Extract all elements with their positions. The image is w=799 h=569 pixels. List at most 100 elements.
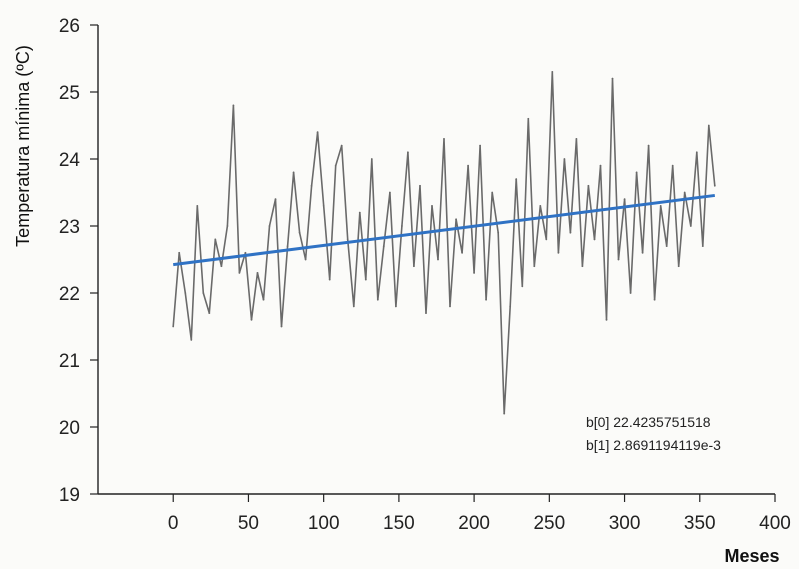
data-point xyxy=(190,339,193,341)
data-point xyxy=(443,138,445,140)
trend-line xyxy=(173,193,716,267)
x-axis-label: Meses xyxy=(724,546,779,566)
data-point xyxy=(593,238,596,241)
data-point xyxy=(653,298,656,301)
data-point xyxy=(395,305,397,308)
data-point xyxy=(340,144,343,147)
y-tick-label: 21 xyxy=(59,351,80,372)
data-point xyxy=(389,191,391,194)
data-point xyxy=(497,231,500,234)
data-point xyxy=(713,184,716,187)
series-line-temperature xyxy=(172,71,716,415)
data-point xyxy=(202,292,205,294)
data-point xyxy=(226,225,229,227)
data-point xyxy=(467,164,469,167)
data-point xyxy=(491,191,494,194)
data-point xyxy=(635,171,638,174)
data-point xyxy=(521,285,524,288)
data-point xyxy=(358,211,361,214)
data-point xyxy=(437,258,439,261)
y-tick-label: 20 xyxy=(59,418,80,439)
data-point xyxy=(346,238,349,241)
data-point xyxy=(262,298,265,301)
data-point xyxy=(425,312,427,314)
data-point xyxy=(503,412,506,415)
y-tick-label: 25 xyxy=(59,83,80,104)
x-tick-label: 300 xyxy=(609,513,641,534)
data-point xyxy=(665,245,668,248)
data-point xyxy=(449,305,451,308)
data-point xyxy=(172,325,175,328)
data-point xyxy=(557,251,560,254)
data-point xyxy=(599,164,602,167)
data-point xyxy=(208,312,211,314)
data-point xyxy=(376,298,379,301)
data-point xyxy=(659,205,662,207)
data-point xyxy=(274,198,277,201)
data-point xyxy=(683,191,686,194)
data-point xyxy=(575,138,578,140)
data-point xyxy=(364,278,367,281)
axes: 0 50 100 150 200 250 300 350 400 19 20 21 22 23 24 25 26 xyxy=(59,16,791,534)
data-point xyxy=(419,184,421,187)
data-point xyxy=(382,245,385,248)
data-point xyxy=(629,292,632,294)
y-tick-label: 19 xyxy=(59,485,80,506)
data-point xyxy=(196,205,199,207)
data-point xyxy=(707,124,710,127)
data-point xyxy=(256,272,259,274)
data-point xyxy=(551,71,554,73)
data-point xyxy=(184,292,187,294)
labels: Meses Temperatura mínima (ºC) b[0] 22.42… xyxy=(13,45,780,566)
data-point xyxy=(431,205,433,207)
data-point xyxy=(509,305,512,308)
data-point xyxy=(479,144,481,147)
data-point xyxy=(298,231,301,234)
data-point xyxy=(605,318,608,321)
data-point xyxy=(280,325,283,328)
x-tick-label: 150 xyxy=(383,513,415,534)
data-point xyxy=(485,298,487,301)
data-point xyxy=(292,171,295,174)
x-tick-label: 0 xyxy=(168,513,179,534)
data-point xyxy=(563,158,566,160)
data-point xyxy=(316,131,319,134)
data-point xyxy=(455,218,457,221)
data-point xyxy=(587,184,590,187)
y-tick-label: 22 xyxy=(59,284,80,305)
data-point xyxy=(268,225,271,227)
data-point xyxy=(647,144,650,147)
data-point xyxy=(178,251,181,254)
y-tick-label: 23 xyxy=(59,217,80,238)
data-point xyxy=(352,305,355,308)
x-tick-label: 200 xyxy=(458,513,490,534)
data-point xyxy=(370,158,373,160)
x-tick-label: 250 xyxy=(533,513,565,534)
x-tick-label: 50 xyxy=(238,513,259,534)
data-point xyxy=(545,238,548,241)
data-point xyxy=(238,272,241,274)
data-point xyxy=(322,205,325,207)
data-point xyxy=(617,258,620,261)
data-point xyxy=(533,265,536,268)
data-point xyxy=(515,178,518,181)
data-point xyxy=(214,238,217,241)
data-point xyxy=(695,151,698,154)
data-point xyxy=(581,265,584,268)
data-point xyxy=(689,225,692,227)
data-point xyxy=(701,245,704,248)
data-point xyxy=(286,245,289,248)
data-point xyxy=(310,184,313,187)
y-axis-label: Temperatura mínima (ºC) xyxy=(13,45,33,247)
data-point xyxy=(671,164,674,167)
data-point xyxy=(334,164,337,167)
y-tick-label: 26 xyxy=(59,16,80,37)
data-point xyxy=(611,77,614,80)
y-tick-label: 24 xyxy=(59,150,81,171)
data-point xyxy=(244,251,247,254)
data-point xyxy=(641,251,644,254)
data-point xyxy=(527,117,530,120)
data-point xyxy=(569,231,572,234)
data-point xyxy=(623,198,626,201)
data-point xyxy=(539,205,542,207)
